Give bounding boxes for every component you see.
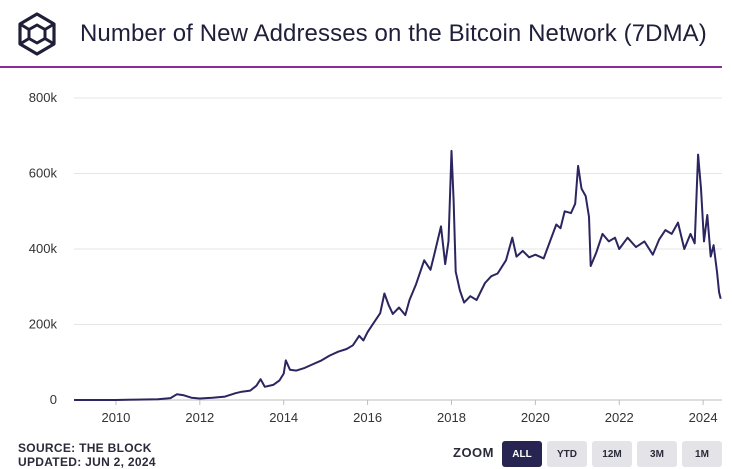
header-divider (0, 66, 722, 68)
x-tick-label: 2024 (689, 410, 718, 425)
chart-source: SOURCE: THE BLOCK UPDATED: JUN 2, 2024 (18, 441, 156, 469)
series-line (74, 149, 722, 401)
line-chart: 0 200k 400k 600k 800k 2010 2012 2014 2016 2018 202… (29, 90, 722, 425)
x-tick-label: 2022 (605, 410, 634, 425)
zoom-12m-button[interactable]: 12M (592, 441, 632, 467)
x-tick-label: 2018 (437, 410, 466, 425)
y-tick-label: 200k (29, 317, 58, 332)
zoom-3m-button[interactable]: 3M (637, 441, 677, 467)
zoom-all-button[interactable]: ALL (502, 441, 542, 467)
chart-title: Number of New Addresses on the Bitcoin N… (80, 20, 707, 47)
x-tick-label: 2014 (269, 410, 298, 425)
zoom-ytd-button[interactable]: YTD (547, 441, 587, 467)
y-tick-label: 600k (29, 166, 58, 181)
x-tick-label: 2016 (353, 410, 382, 425)
source-text: SOURCE: THE BLOCK (18, 441, 152, 455)
x-tick-label: 2012 (185, 410, 214, 425)
chart-header: Number of New Addresses on the Bitcoin N… (0, 0, 732, 68)
updated-text: UPDATED: JUN 2, 2024 (18, 455, 156, 469)
x-tick-label: 2010 (101, 410, 130, 425)
y-tick-label: 0 (50, 392, 57, 407)
y-tick-label: 400k (29, 241, 58, 256)
the-block-logo-icon (18, 12, 56, 56)
zoom-label: ZOOM (453, 445, 494, 460)
x-tick-label: 2020 (521, 410, 550, 425)
zoom-1m-button[interactable]: 1M (682, 441, 722, 467)
y-tick-label: 800k (29, 90, 58, 105)
